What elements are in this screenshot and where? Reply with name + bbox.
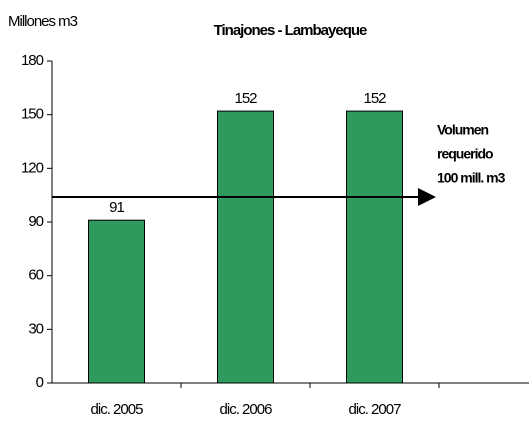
- y-axis-label: Millones m3: [8, 13, 78, 30]
- x-tick-label: dic. 2006: [220, 401, 273, 418]
- chart-title: Tinajones - Lambayeque: [214, 22, 367, 39]
- y-tick-label: 150: [21, 106, 44, 123]
- x-tick-label: dic. 2007: [349, 401, 402, 418]
- reference-label: Volumen: [437, 122, 489, 138]
- y-tick-label: 120: [21, 159, 44, 176]
- value-label: 152: [363, 90, 386, 107]
- y-tick-label: 180: [21, 52, 44, 69]
- bar: [346, 110, 403, 384]
- x-tick-label: dic. 2005: [91, 401, 144, 418]
- value-label: 152: [234, 90, 257, 107]
- y-tick-label: 30: [28, 320, 43, 337]
- reference-arrow: [418, 187, 436, 206]
- y-tick-label: 0: [36, 374, 44, 391]
- bar: [88, 219, 145, 384]
- reference-label: 100 mill. m3: [437, 170, 506, 186]
- value-label: 91: [109, 199, 124, 216]
- bar: [217, 110, 274, 384]
- reference-label: requerido: [437, 146, 493, 162]
- y-tick-label: 90: [28, 213, 43, 230]
- y-tick-label: 60: [28, 267, 43, 284]
